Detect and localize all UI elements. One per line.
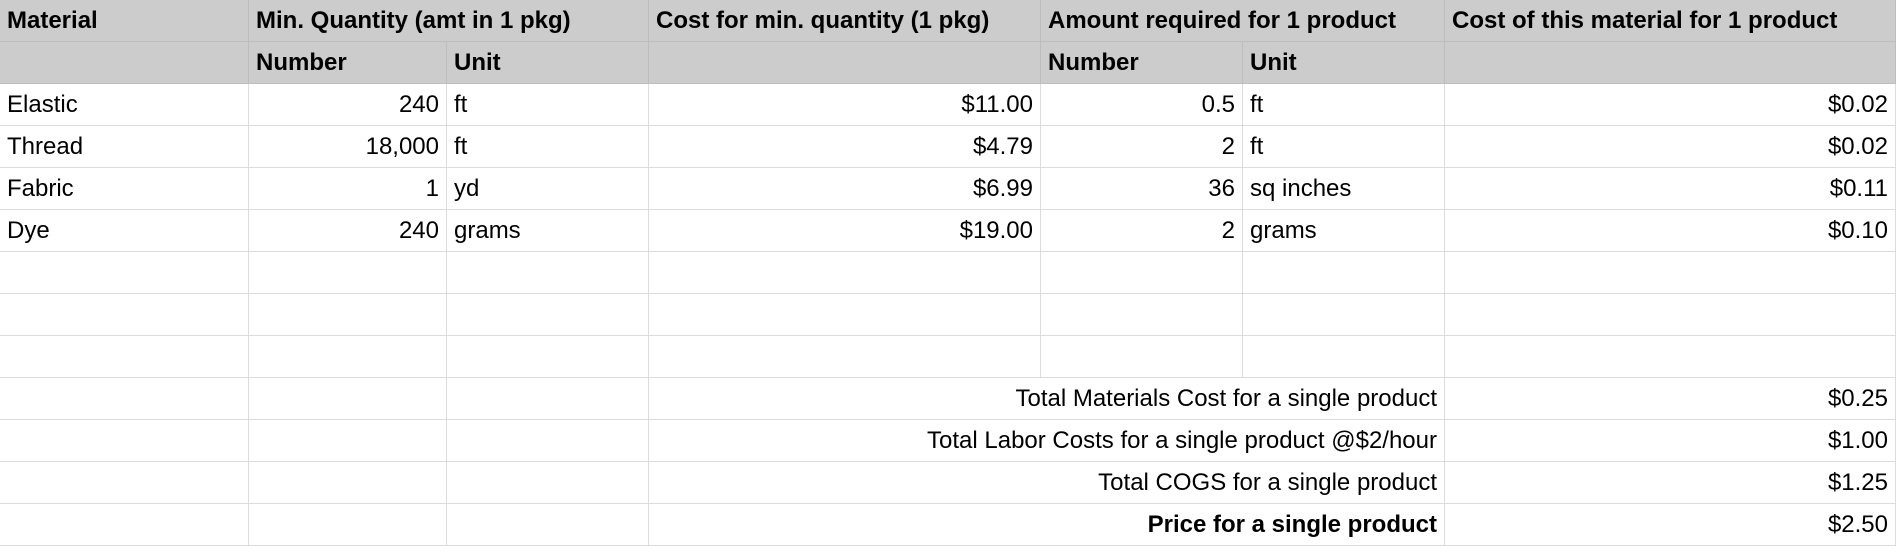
req-number-cell[interactable]: 0.5 <box>1041 84 1243 126</box>
empty-cell[interactable] <box>1445 336 1896 378</box>
empty-cell[interactable] <box>447 336 649 378</box>
table-row: Dye 240 grams $19.00 2 grams $0.10 <box>0 210 1896 252</box>
summary-label[interactable]: Total COGS for a single product <box>649 462 1445 504</box>
req-unit-cell[interactable]: grams <box>1243 210 1445 252</box>
empty-cell[interactable] <box>249 504 447 546</box>
min-number-cell[interactable]: 240 <box>249 210 447 252</box>
material-cell[interactable]: Elastic <box>0 84 249 126</box>
table-row: Fabric 1 yd $6.99 36 sq inches $0.11 <box>0 168 1896 210</box>
req-unit-cell[interactable]: sq inches <box>1243 168 1445 210</box>
material-cell[interactable]: Thread <box>0 126 249 168</box>
empty-cell[interactable] <box>0 504 249 546</box>
empty-cell[interactable] <box>1445 294 1896 336</box>
header-amount-required[interactable]: Amount required for 1 product <box>1041 0 1445 42</box>
summary-value-price[interactable]: $2.50 <box>1445 504 1896 546</box>
min-unit-cell[interactable]: yd <box>447 168 649 210</box>
unit-cost-cell[interactable]: $0.02 <box>1445 126 1896 168</box>
header-cost-min-quantity[interactable]: Cost for min. quantity (1 pkg) <box>649 0 1041 42</box>
cost-cell[interactable]: $6.99 <box>649 168 1041 210</box>
summary-label-price[interactable]: Price for a single product <box>649 504 1445 546</box>
cost-cell[interactable]: $11.00 <box>649 84 1041 126</box>
header-min-number[interactable]: Number <box>249 42 447 84</box>
unit-cost-cell[interactable]: $0.10 <box>1445 210 1896 252</box>
req-unit-cell[interactable]: ft <box>1243 126 1445 168</box>
summary-label[interactable]: Total Labor Costs for a single product @… <box>649 420 1445 462</box>
empty-cell[interactable] <box>0 252 249 294</box>
empty-cell[interactable] <box>447 252 649 294</box>
min-unit-cell[interactable]: ft <box>447 126 649 168</box>
table-row: Thread 18,000 ft $4.79 2 ft $0.02 <box>0 126 1896 168</box>
req-unit-cell[interactable]: ft <box>1243 84 1445 126</box>
empty-cell[interactable] <box>249 336 447 378</box>
min-number-cell[interactable]: 1 <box>249 168 447 210</box>
empty-cell[interactable] <box>447 294 649 336</box>
cost-cell[interactable]: $19.00 <box>649 210 1041 252</box>
min-unit-cell[interactable]: ft <box>447 84 649 126</box>
empty-cell[interactable] <box>1243 252 1445 294</box>
empty-cell[interactable] <box>249 462 447 504</box>
empty-cell[interactable] <box>0 294 249 336</box>
header-material[interactable]: Material <box>0 0 249 42</box>
empty-row <box>0 252 1896 294</box>
header-row-1: Material Min. Quantity (amt in 1 pkg) Co… <box>0 0 1896 42</box>
empty-cell[interactable] <box>0 378 249 420</box>
req-number-cell[interactable]: 2 <box>1041 126 1243 168</box>
header-cell-empty[interactable] <box>1445 42 1896 84</box>
header-cell-empty[interactable] <box>0 42 249 84</box>
empty-row <box>0 294 1896 336</box>
empty-cell[interactable] <box>649 252 1041 294</box>
empty-cell[interactable] <box>1243 294 1445 336</box>
empty-cell[interactable] <box>447 378 649 420</box>
unit-cost-cell[interactable]: $0.02 <box>1445 84 1896 126</box>
empty-cell[interactable] <box>1041 294 1243 336</box>
summary-value[interactable]: $1.25 <box>1445 462 1896 504</box>
empty-cell[interactable] <box>1041 336 1243 378</box>
empty-cell[interactable] <box>249 252 447 294</box>
summary-label[interactable]: Total Materials Cost for a single produc… <box>649 378 1445 420</box>
header-req-unit[interactable]: Unit <box>1243 42 1445 84</box>
summary-value[interactable]: $1.00 <box>1445 420 1896 462</box>
empty-cell[interactable] <box>0 420 249 462</box>
summary-row: Total Materials Cost for a single produc… <box>0 378 1896 420</box>
empty-cell[interactable] <box>0 462 249 504</box>
empty-cell[interactable] <box>0 336 249 378</box>
header-row-2: Number Unit Number Unit <box>0 42 1896 84</box>
unit-cost-cell[interactable]: $0.11 <box>1445 168 1896 210</box>
empty-cell[interactable] <box>447 420 649 462</box>
header-min-quantity[interactable]: Min. Quantity (amt in 1 pkg) <box>249 0 649 42</box>
summary-row: Total Labor Costs for a single product @… <box>0 420 1896 462</box>
summary-row: Price for a single product $2.50 <box>0 504 1896 546</box>
summary-row: Total COGS for a single product $1.25 <box>0 462 1896 504</box>
empty-cell[interactable] <box>1445 252 1896 294</box>
min-number-cell[interactable]: 240 <box>249 84 447 126</box>
min-number-cell[interactable]: 18,000 <box>249 126 447 168</box>
header-req-number[interactable]: Number <box>1041 42 1243 84</box>
empty-row <box>0 336 1896 378</box>
req-number-cell[interactable]: 2 <box>1041 210 1243 252</box>
empty-cell[interactable] <box>649 294 1041 336</box>
header-cell-empty[interactable] <box>649 42 1041 84</box>
header-min-unit[interactable]: Unit <box>447 42 649 84</box>
header-cost-material[interactable]: Cost of this material for 1 product <box>1445 0 1896 42</box>
empty-cell[interactable] <box>249 420 447 462</box>
empty-cell[interactable] <box>649 336 1041 378</box>
empty-cell[interactable] <box>249 378 447 420</box>
material-cell[interactable]: Dye <box>0 210 249 252</box>
empty-cell[interactable] <box>447 462 649 504</box>
summary-value[interactable]: $0.25 <box>1445 378 1896 420</box>
empty-cell[interactable] <box>447 504 649 546</box>
empty-cell[interactable] <box>1041 252 1243 294</box>
empty-cell[interactable] <box>1243 336 1445 378</box>
min-unit-cell[interactable]: grams <box>447 210 649 252</box>
material-cell[interactable]: Fabric <box>0 168 249 210</box>
req-number-cell[interactable]: 36 <box>1041 168 1243 210</box>
empty-cell[interactable] <box>249 294 447 336</box>
table-row: Elastic 240 ft $11.00 0.5 ft $0.02 <box>0 84 1896 126</box>
cost-cell[interactable]: $4.79 <box>649 126 1041 168</box>
